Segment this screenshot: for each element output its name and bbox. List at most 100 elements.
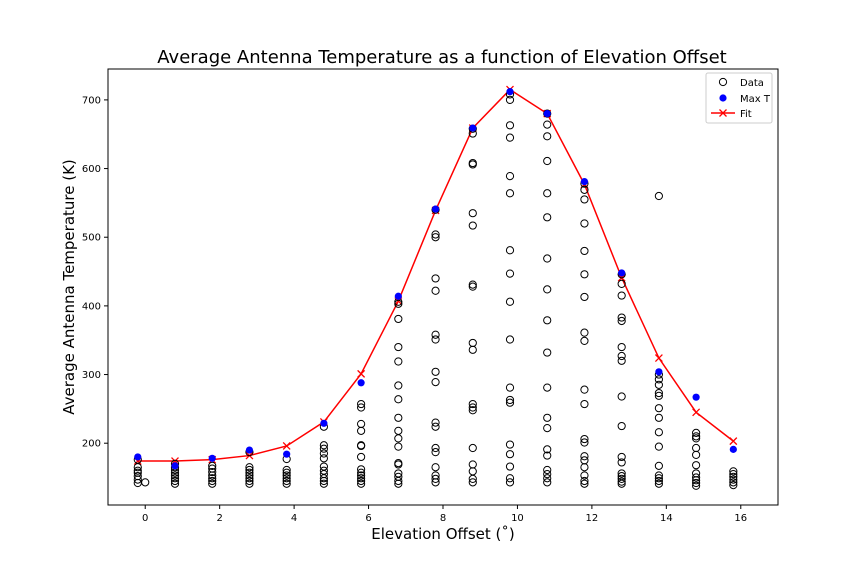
- max-point: [729, 445, 737, 453]
- data-point: [580, 438, 589, 447]
- data-point: [692, 473, 701, 482]
- data-point: [319, 466, 328, 475]
- data-point: [654, 428, 663, 437]
- data-point: [617, 316, 626, 326]
- data-point: [431, 448, 440, 457]
- data-point: [245, 479, 254, 488]
- data-point: [654, 375, 663, 384]
- data-point: [692, 434, 701, 443]
- data-point: [245, 468, 254, 477]
- data-point: [319, 449, 328, 458]
- data-point: [245, 476, 254, 486]
- data-point: [580, 456, 589, 465]
- data-point: [654, 471, 663, 480]
- legend-label-data: Data: [740, 78, 764, 89]
- data-point: [580, 185, 589, 194]
- data-point: [431, 274, 440, 283]
- data-point: [617, 421, 626, 431]
- data-point: [580, 246, 589, 256]
- max-point: [580, 178, 589, 186]
- fit-point: [654, 354, 663, 363]
- data-point: [505, 395, 515, 405]
- max-point: [357, 379, 365, 387]
- data-point: [468, 443, 477, 453]
- data-point: [319, 454, 328, 463]
- data-point: [617, 351, 626, 361]
- data-point: [468, 467, 477, 476]
- data-point: [580, 336, 589, 345]
- data-point: [505, 474, 515, 483]
- data-point: [580, 434, 589, 444]
- data-point: [431, 367, 440, 376]
- legend-marker-data: [718, 77, 728, 87]
- data-point: [654, 461, 663, 470]
- legend-marker-max: [719, 94, 727, 102]
- data-point: [170, 471, 180, 480]
- data-point: [394, 469, 403, 478]
- data-point: [431, 233, 440, 242]
- data-point: [617, 472, 626, 481]
- data-point: [580, 463, 589, 472]
- data-point: [617, 392, 626, 401]
- max-point: [134, 453, 142, 461]
- data-point: [170, 476, 180, 486]
- data-point: [654, 388, 663, 398]
- data-point: [543, 470, 552, 479]
- data-point: [505, 462, 515, 471]
- data-point: [357, 399, 366, 409]
- data-point: [729, 478, 738, 487]
- data-point: [543, 413, 552, 422]
- data-point: [543, 383, 552, 392]
- data-point: [543, 285, 552, 294]
- data-point: [580, 195, 589, 204]
- data-point: [394, 357, 403, 366]
- data-point: [394, 459, 403, 468]
- data-point: [357, 468, 366, 477]
- data-point: [617, 474, 626, 484]
- data-point: [543, 451, 552, 460]
- data-point: [543, 213, 552, 222]
- data-point: [729, 480, 738, 490]
- data-point: [617, 313, 626, 322]
- data-point: [431, 330, 440, 339]
- y-tick-label: 300: [82, 370, 101, 381]
- data-point: [580, 471, 589, 480]
- data-point: [357, 419, 366, 429]
- data-point: [245, 471, 254, 480]
- data-point: [208, 467, 217, 477]
- max-point: [506, 88, 514, 96]
- data-point: [505, 398, 515, 407]
- data-point: [729, 467, 738, 476]
- chart-title: Average Antenna Temperature as a functio…: [157, 47, 726, 68]
- data-point: [319, 444, 328, 453]
- data-point: [282, 465, 291, 475]
- data-point: [580, 399, 589, 409]
- data-point: [505, 450, 515, 459]
- data-point: [505, 297, 515, 306]
- legend-marker-fit: [719, 109, 727, 117]
- data-point: [357, 471, 366, 480]
- data-point: [543, 132, 552, 141]
- data-point: [357, 441, 366, 450]
- data-point: [133, 468, 142, 477]
- data-point: [505, 172, 515, 181]
- data-point: [468, 403, 477, 412]
- data-point: [654, 479, 663, 488]
- x-tick-label: 12: [586, 513, 599, 524]
- data-point: [468, 280, 477, 289]
- data-point: [468, 406, 477, 415]
- legend: Data Max T Fit: [705, 72, 773, 124]
- data-point: [357, 426, 366, 435]
- x-axis: 0 2 4 6 8 10 12 14 16: [142, 505, 747, 524]
- data-point: [431, 471, 440, 480]
- max-point: [283, 450, 291, 458]
- data-point: [431, 463, 440, 472]
- data-point: [692, 443, 701, 453]
- data-point: [245, 465, 254, 475]
- data-point: [468, 221, 477, 230]
- data-point: [208, 474, 217, 483]
- data-point: [654, 404, 663, 413]
- data-point: [505, 95, 515, 104]
- data-point: [617, 452, 626, 462]
